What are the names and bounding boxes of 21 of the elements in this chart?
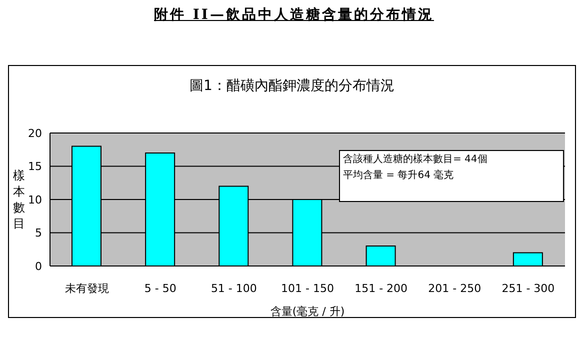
annotation: 平均含量 = 每升64 毫克 [343,168,455,183]
y-tick-label: 10 [28,193,42,206]
x-tick-label: 151 - 200 [354,282,408,295]
x-tick-label: 5 - 50 [144,282,176,295]
x-tick-label: 未有發現 [64,282,109,295]
chart-title: 附件 II—飲品中人造糖含量的分布情況 [153,6,435,24]
bar [512,252,543,266]
y-tick-label: 0 [35,260,42,273]
y-tick-label: 20 [28,126,42,140]
x-axis-title: 含量(毫克 / 升) [270,305,345,318]
y-tick-label: 15 [28,160,42,174]
note-box: 含該種人造糖的樣本數目= 44個 平均含量 = 每升64 毫克 [339,150,564,202]
y-axis-title: 樣本數目 [13,168,25,230]
x-tick-label: 101 - 150 [281,282,334,295]
bar [366,246,396,266]
annotation: 含該種人造糖的樣本數目= 44個 [343,152,488,167]
x-tick-label: 51 - 100 [210,282,257,295]
y-tick-label: 5 [35,226,42,240]
x-tick-label: 201 - 250 [428,282,482,295]
chart-subtitle: 圖1：醋磺內酯鉀濃度的分布情況 [188,77,396,95]
x-tick-label: 251 - 300 [502,282,555,295]
